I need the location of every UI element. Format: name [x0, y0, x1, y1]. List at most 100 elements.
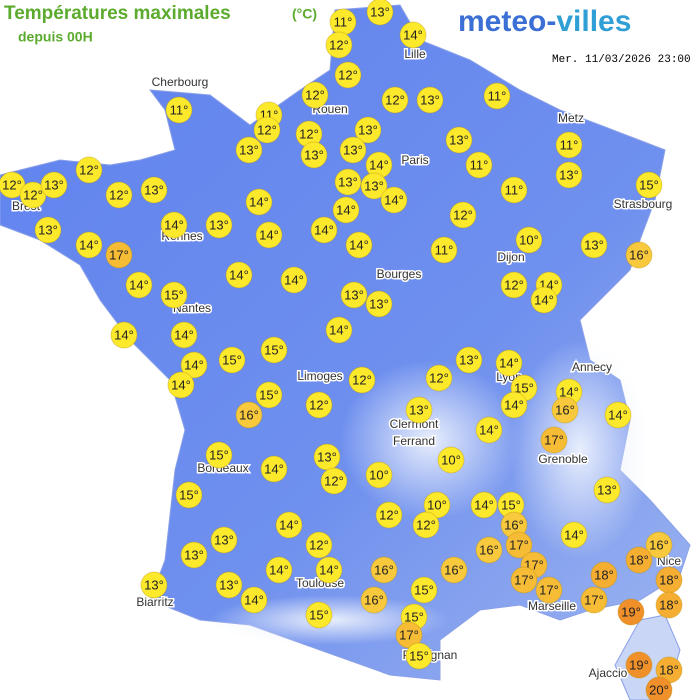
temperature-label: 12°	[416, 517, 436, 532]
temperature-marker	[540, 426, 568, 454]
temperature-label: 13°	[584, 237, 604, 252]
temperature-label: 16°	[649, 537, 669, 552]
temperature-label: 13°	[343, 142, 363, 157]
temperature-marker	[430, 236, 458, 264]
temperature-label: 20°	[649, 682, 669, 697]
temperature-marker	[437, 446, 465, 474]
temperature-marker	[240, 586, 268, 614]
city-name: Biarritz	[136, 595, 173, 609]
temperature-label: 12°	[309, 397, 329, 412]
temperature-marker	[105, 241, 133, 269]
temperature-label: 15°	[309, 607, 329, 622]
temperature-marker	[180, 541, 208, 569]
timestamp: Mer. 11/03/2026 23:00	[552, 54, 691, 66]
temperature-marker	[280, 266, 308, 294]
temperature-label: 13°	[420, 92, 440, 107]
temperature-marker	[301, 81, 329, 109]
temperature-marker	[655, 591, 683, 619]
temperature-marker	[348, 366, 376, 394]
temperature-label: 18°	[659, 597, 679, 612]
subtitle: depuis 00H	[18, 29, 93, 45]
city-name: Ferrand	[393, 434, 435, 448]
temperature-label: 13°	[338, 174, 358, 189]
temperature-label: 15°	[179, 487, 199, 502]
temperature-label: 16°	[364, 592, 384, 607]
temperature-label: 16°	[479, 542, 499, 557]
temperature-label: 13°	[364, 178, 384, 193]
temperature-label: 18°	[594, 567, 614, 582]
temperature-marker	[405, 642, 433, 670]
temperature-marker	[218, 346, 246, 374]
city-name: Dijon	[497, 250, 524, 264]
alps-relief	[510, 340, 650, 560]
temperature-marker	[205, 441, 233, 469]
temperature-marker	[105, 181, 133, 209]
temperature-label: 14°	[284, 272, 304, 287]
temperature-label: 11°	[488, 88, 507, 103]
logo-left: meteo-	[458, 5, 556, 38]
temperature-label: 14°	[259, 227, 279, 242]
temperature-marker	[75, 156, 103, 184]
temperature-marker	[255, 221, 283, 249]
temperature-marker	[470, 491, 498, 519]
temperature-label: 10°	[519, 232, 539, 247]
logo-right: villes	[556, 5, 631, 38]
temperature-marker	[167, 371, 195, 399]
temperature-marker	[305, 391, 333, 419]
temperature-label: 14°	[534, 292, 554, 307]
temperature-label: 16°	[555, 402, 575, 417]
temperature-label: 12°	[79, 162, 99, 177]
temperature-marker	[593, 476, 621, 504]
temperature-label: 17°	[109, 247, 129, 262]
temperature-label: 15°	[639, 177, 659, 192]
temperature-label: 13°	[44, 177, 64, 192]
temperature-marker	[180, 351, 208, 379]
temperature-label: 13°	[214, 532, 234, 547]
city-name: Marseille	[528, 599, 576, 613]
temperature-marker	[110, 321, 138, 349]
temperature-label: 13°	[459, 352, 479, 367]
temperature-label: 10°	[369, 467, 389, 482]
temperature-marker	[425, 364, 453, 392]
temperature-marker	[530, 286, 558, 314]
temperature-marker	[205, 211, 233, 239]
temperature-marker	[625, 241, 653, 269]
temperature-label: 14°	[314, 222, 334, 237]
temperature-marker	[255, 381, 283, 409]
temperature-label: 14°	[329, 322, 349, 337]
temperature-label: 17°	[514, 572, 534, 587]
temperature-label: 12°	[338, 67, 358, 82]
temperature-marker	[300, 141, 328, 169]
temperature-label: 14°	[229, 267, 249, 282]
temperature-marker	[235, 401, 263, 429]
temperature-marker	[495, 349, 523, 377]
temperature-label: 15°	[164, 287, 184, 302]
temperature-marker	[354, 116, 382, 144]
temperature-label: 14°	[129, 277, 149, 292]
temperature-label: 18°	[629, 552, 649, 567]
city-name: Bordeaux	[197, 461, 248, 475]
temperature-label: 13°	[184, 547, 204, 562]
temperature-marker	[360, 586, 388, 614]
temperature-marker	[160, 211, 188, 239]
temperature-label: 12°	[352, 372, 372, 387]
logo: meteo-villes	[458, 5, 631, 38]
temperature-label: 14°	[171, 377, 191, 392]
temperature-marker	[412, 511, 440, 539]
temperature-marker	[625, 546, 653, 574]
temperature-markers: 11°13°12°14°12°11° 11°12°12° 12° 13° 11°12° 1…	[0, 0, 683, 700]
temperature-marker	[423, 491, 451, 519]
temperature-marker	[235, 136, 263, 164]
temperature-marker	[325, 316, 353, 344]
temperature-marker	[210, 526, 238, 554]
temperature-marker	[305, 601, 333, 629]
temperature-marker	[604, 401, 632, 429]
temperature-marker	[510, 566, 538, 594]
temperature-marker	[305, 531, 333, 559]
temperature-marker	[535, 576, 563, 604]
temperature-label: 15°	[514, 380, 534, 395]
temperature-marker	[334, 61, 362, 89]
temperature-label: 14°	[369, 157, 389, 172]
temperature-label: 17°	[509, 537, 529, 552]
temperature-label: 16°	[629, 247, 649, 262]
